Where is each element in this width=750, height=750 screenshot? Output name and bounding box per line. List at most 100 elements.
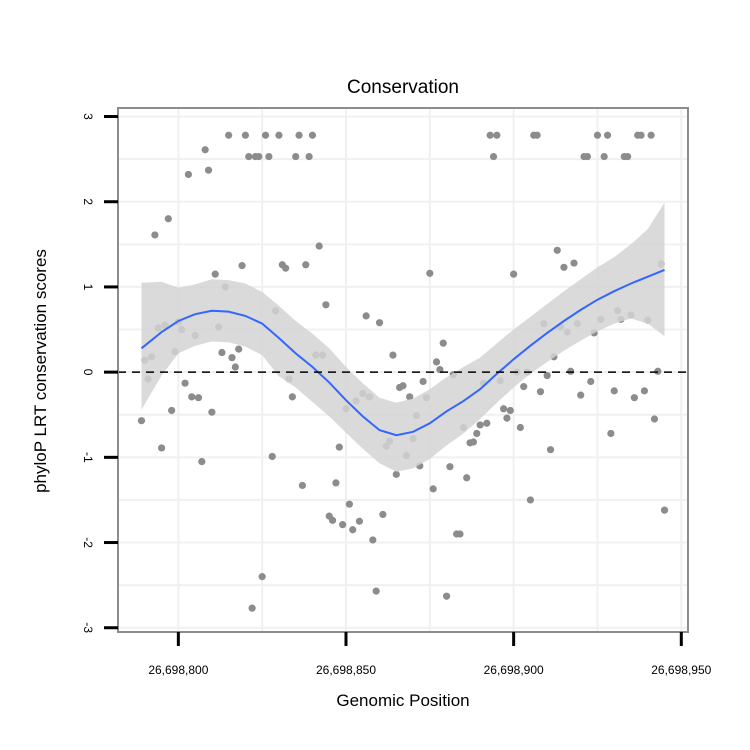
- data-point: [181, 379, 189, 387]
- data-point: [660, 506, 669, 514]
- data-point: [268, 452, 276, 461]
- data-point: [332, 479, 340, 487]
- data-point: [577, 391, 585, 399]
- data-point: [335, 443, 343, 451]
- data-point: [503, 414, 511, 422]
- data-point: [486, 131, 494, 139]
- data-point: [429, 485, 437, 493]
- data-point: [157, 444, 166, 452]
- y-tick-label: -1: [81, 452, 95, 463]
- data-point: [389, 351, 397, 359]
- x-tick-label: 26,698,800: [148, 663, 208, 677]
- data-point: [546, 446, 555, 454]
- data-point: [587, 377, 595, 386]
- x-tick-label: 26,698,900: [484, 663, 544, 677]
- data-point: [510, 270, 518, 278]
- data-point: [151, 231, 159, 239]
- data-point: [516, 423, 524, 432]
- data-point: [392, 470, 400, 478]
- data-point: [432, 358, 441, 366]
- data-point: [375, 319, 384, 327]
- data-point: [637, 131, 645, 139]
- data-point: [520, 383, 528, 391]
- data-point: [258, 573, 266, 581]
- data-point: [225, 131, 233, 139]
- data-point: [288, 393, 296, 401]
- plot-frame: [117, 107, 689, 633]
- data-point: [164, 215, 172, 223]
- data-point: [305, 152, 313, 161]
- y-tick-label: 3: [81, 113, 95, 120]
- data-point: [442, 592, 451, 600]
- data-point: [543, 371, 551, 380]
- y-axis-label: phyloP LRT conservation scores: [31, 249, 50, 493]
- data-point: [208, 408, 216, 416]
- y-tick-label: -2: [81, 537, 95, 548]
- data-point: [583, 152, 592, 161]
- data-point: [446, 463, 454, 471]
- data-point: [506, 406, 514, 415]
- smooth-line: [140, 268, 665, 437]
- data-point: [603, 131, 612, 139]
- data-point: [245, 152, 253, 161]
- data-point: [463, 474, 471, 482]
- data-point: [315, 242, 323, 250]
- data-point: [345, 500, 353, 508]
- data-point: [292, 152, 300, 161]
- data-point: [261, 131, 270, 139]
- data-point: [339, 521, 347, 529]
- data-point: [355, 517, 364, 525]
- y-tick-label: 0: [81, 369, 95, 376]
- data-point: [526, 496, 535, 504]
- data-point: [298, 481, 307, 490]
- data-point: [476, 421, 484, 429]
- data-point: [650, 415, 659, 423]
- data-point: [265, 152, 273, 161]
- data-point: [349, 526, 357, 534]
- data-point: [536, 388, 545, 396]
- data-point: [406, 393, 414, 401]
- data-point: [282, 264, 290, 272]
- data-point: [198, 457, 206, 466]
- chart-title: Conservation: [347, 77, 459, 98]
- data-point: [248, 604, 256, 612]
- data-point: [238, 262, 246, 270]
- data-point: [493, 131, 501, 139]
- data-point: [553, 246, 561, 254]
- data-point: [137, 417, 146, 425]
- data-point: [499, 405, 508, 413]
- data-point: [654, 367, 662, 375]
- data-point: [439, 339, 447, 347]
- data-point: [624, 152, 632, 161]
- data-point: [647, 131, 655, 139]
- data-point: [567, 367, 575, 375]
- y-tick-label: -3: [81, 622, 95, 633]
- data-point: [640, 387, 649, 395]
- confidence-ribbon: [141, 202, 665, 472]
- plot-area: [104, 107, 689, 646]
- data-point: [168, 406, 176, 415]
- data-point: [630, 394, 638, 402]
- data-point: [188, 393, 196, 401]
- data-point: [570, 259, 578, 267]
- data-point: [255, 152, 263, 161]
- data-point: [560, 263, 568, 271]
- data-point: [218, 348, 226, 357]
- data-point: [231, 363, 239, 371]
- data-point: [469, 438, 478, 446]
- data-point: [302, 261, 310, 269]
- data-point: [473, 429, 481, 438]
- data-point: [600, 152, 608, 161]
- data-point: [235, 345, 243, 353]
- data-point: [295, 131, 303, 139]
- data-point: [194, 394, 203, 402]
- data-point: [399, 382, 407, 390]
- x-axis-label: Genomic Position: [336, 691, 469, 710]
- data-point: [593, 131, 602, 139]
- data-point: [241, 131, 250, 139]
- x-tick-label: 26,698,950: [651, 663, 711, 677]
- data-point: [201, 146, 209, 154]
- data-point: [228, 354, 236, 362]
